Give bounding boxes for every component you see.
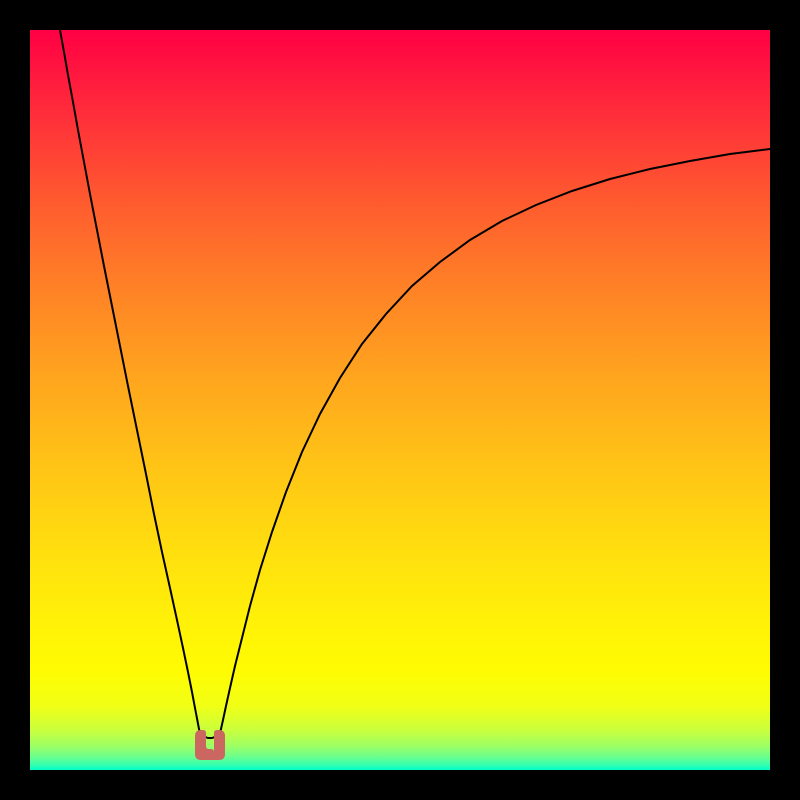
plot-area [30,30,770,770]
border-right [770,30,800,800]
curve-right [220,149,770,734]
trough-marker [195,730,225,760]
chart-stage: TheBottleneck.com [0,0,800,800]
curve-svg [30,30,770,770]
watermark-text: TheBottleneck.com [572,3,786,31]
border-left [0,30,30,800]
curve-left [60,30,200,734]
border-bottom [0,770,800,800]
